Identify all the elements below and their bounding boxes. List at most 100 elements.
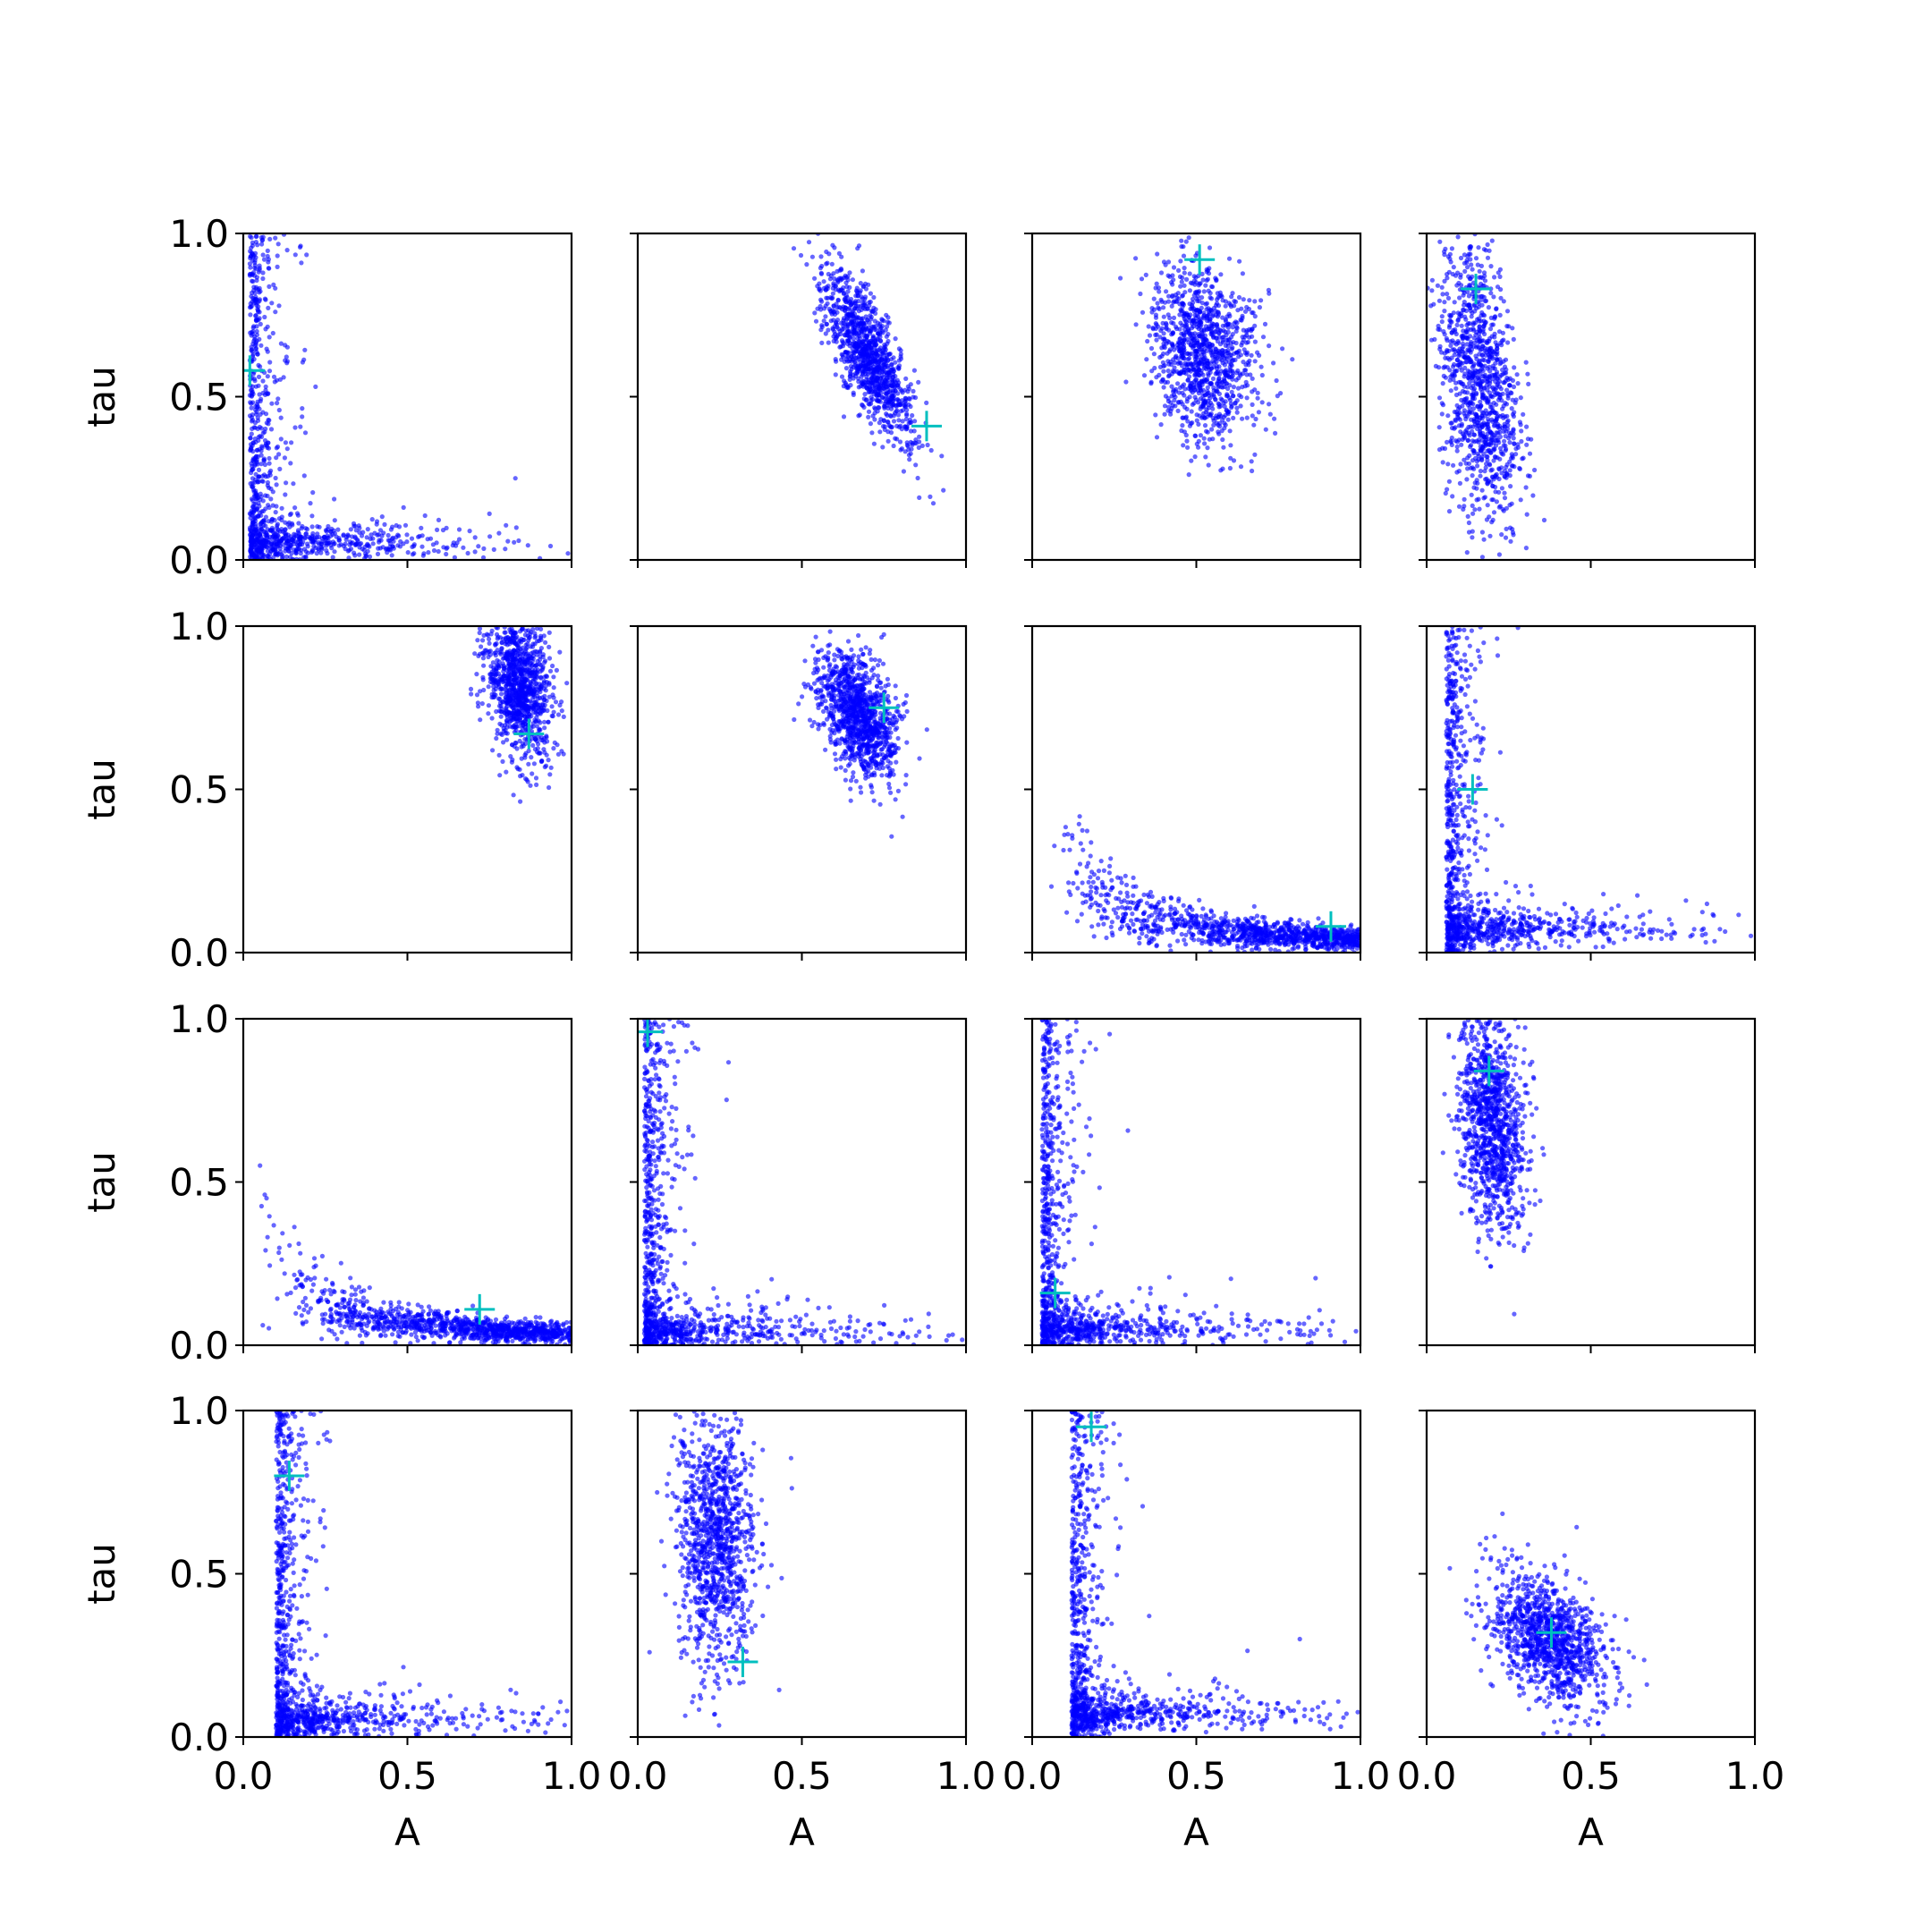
data-point: [925, 442, 930, 448]
data-point: [273, 285, 278, 291]
data-point: [1209, 402, 1215, 408]
data-point: [303, 531, 309, 537]
data-point: [825, 286, 830, 292]
data-point: [1523, 485, 1529, 490]
data-point: [853, 331, 859, 336]
data-point: [1234, 410, 1240, 415]
data-point: [845, 359, 851, 364]
data-point: [249, 293, 254, 299]
data-point: [1498, 360, 1504, 365]
data-point: [1185, 419, 1191, 424]
data-point: [431, 547, 437, 554]
data-point: [1188, 280, 1193, 285]
data-point: [1497, 312, 1503, 318]
data-point: [1199, 349, 1205, 354]
data-point: [288, 461, 293, 466]
data-point: [878, 338, 884, 343]
data-point: [855, 349, 860, 354]
data-point: [891, 443, 896, 449]
data-point: [907, 419, 913, 425]
data-point: [1272, 416, 1277, 421]
data-point: [875, 398, 880, 403]
data-point: [1250, 413, 1255, 419]
data-point: [1172, 398, 1177, 403]
data-point: [258, 453, 264, 458]
data-point: [1231, 458, 1237, 463]
data-point: [309, 547, 315, 554]
data-point: [1442, 278, 1447, 284]
data-point: [303, 549, 309, 555]
data-point: [1458, 462, 1463, 467]
data-point: [250, 484, 256, 489]
data-point: [885, 419, 891, 425]
data-point: [872, 389, 877, 394]
data-point: [300, 414, 305, 419]
data-point: [863, 326, 869, 332]
data-point: [1486, 374, 1491, 380]
data-point: [310, 530, 316, 537]
data-point: [1228, 361, 1233, 367]
data-point: [1504, 309, 1511, 314]
data-point: [269, 401, 275, 406]
data-point: [251, 551, 257, 557]
data-point: [1248, 372, 1253, 377]
data-point: [1485, 255, 1491, 260]
data-point: [1510, 326, 1515, 331]
data-point: [350, 534, 355, 539]
data-point: [1461, 349, 1466, 355]
data-point: [254, 506, 259, 512]
data-point: [250, 270, 257, 275]
data-point: [1496, 489, 1502, 496]
data-point: [266, 485, 272, 490]
data-point: [1221, 445, 1226, 450]
data-point: [1200, 277, 1206, 283]
data-point: [869, 430, 875, 436]
data-point: [250, 504, 256, 510]
data-point: [1188, 306, 1193, 311]
data-point: [1515, 381, 1521, 386]
data-point: [1446, 479, 1452, 484]
data-point: [1239, 394, 1244, 400]
data-point: [302, 347, 308, 352]
data-point: [891, 402, 896, 407]
data-point: [1510, 527, 1515, 532]
data-point: [475, 700, 481, 706]
data-point: [1168, 411, 1174, 417]
data-point: [1470, 322, 1476, 327]
data-point: [1177, 312, 1182, 318]
data-point: [329, 546, 335, 551]
data-point: [1235, 368, 1241, 374]
data-point: [1454, 402, 1460, 408]
data-point: [299, 260, 304, 266]
data-point: [1227, 397, 1233, 402]
data-point: [336, 543, 342, 548]
data-point: [1487, 378, 1493, 384]
data-point: [1479, 437, 1485, 443]
data-point: [1193, 377, 1199, 382]
data-point: [879, 356, 885, 361]
data-point: [1192, 282, 1198, 287]
data-point: [1228, 369, 1233, 374]
data-point: [303, 555, 309, 560]
data-point: [1467, 380, 1472, 386]
data-point: [1512, 441, 1517, 446]
data-point: [1244, 329, 1250, 335]
data-point: [419, 525, 424, 531]
data-point: [1502, 496, 1508, 501]
data-point: [1500, 506, 1505, 512]
data-point: [275, 396, 281, 402]
data-point: [506, 670, 512, 676]
data-point: [1180, 402, 1185, 407]
data-point: [865, 318, 870, 323]
data-point: [1153, 332, 1158, 338]
data-point: [1196, 308, 1201, 313]
data-point: [526, 761, 531, 767]
data-point: [841, 414, 847, 419]
data-point: [1259, 372, 1265, 378]
data-point: [1484, 340, 1489, 345]
data-point: [1266, 287, 1271, 292]
data-point: [1205, 429, 1210, 435]
data-point: [904, 425, 910, 430]
data-point: [249, 431, 254, 436]
data-point: [1249, 459, 1254, 464]
